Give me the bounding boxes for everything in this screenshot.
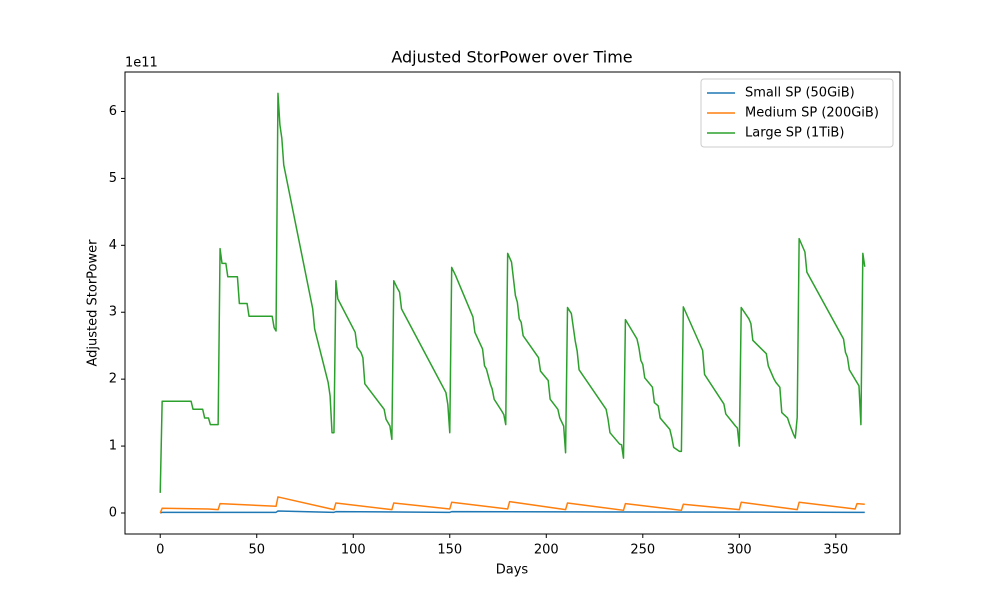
y-offset-label: 1e11	[125, 56, 158, 71]
series-line	[159, 92, 866, 493]
y-tick-label: 5	[109, 171, 117, 186]
y-axis-label: Adjusted StorPower	[86, 239, 101, 367]
x-tick-label: 300	[727, 543, 752, 558]
plot-frame	[124, 71, 901, 535]
y-tick-label: 6	[109, 104, 117, 119]
chart-title: Adjusted StorPower over Time	[391, 48, 632, 67]
x-tick-label: 250	[630, 543, 655, 558]
x-axis-label: Days	[496, 563, 529, 578]
y-tick-label: 0	[109, 505, 117, 520]
legend-box	[700, 78, 894, 148]
x-tick-label: 100	[341, 543, 366, 558]
series-line	[159, 510, 865, 514]
legend-label: Small SP (50GiB)	[745, 86, 855, 101]
x-tick-label: 0	[156, 543, 164, 558]
x-tick-label: 350	[823, 543, 848, 558]
legend-label: Medium SP (200GiB)	[745, 106, 879, 121]
x-tick-label: 200	[534, 543, 559, 558]
series-line	[159, 496, 865, 514]
x-tick-label: 150	[437, 543, 462, 558]
y-tick-label: 3	[109, 305, 117, 320]
legend-label: Large SP (1TiB)	[745, 126, 844, 141]
y-tick-label: 2	[109, 372, 117, 387]
y-tick-label: 1	[109, 439, 117, 454]
y-tick-label: 4	[109, 238, 117, 253]
x-tick-label: 50	[248, 543, 265, 558]
